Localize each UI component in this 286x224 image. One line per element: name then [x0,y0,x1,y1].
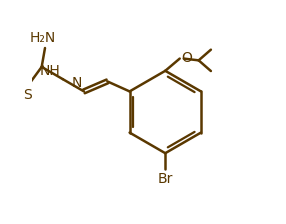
Text: Br: Br [158,172,173,186]
Text: S: S [23,88,31,102]
Text: N: N [72,76,82,90]
Text: H₂N: H₂N [30,31,56,45]
Text: O: O [181,51,192,65]
Text: NH: NH [40,64,61,78]
